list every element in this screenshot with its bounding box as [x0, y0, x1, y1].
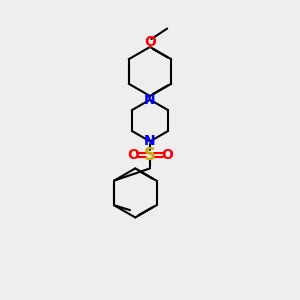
- Text: O: O: [144, 35, 156, 49]
- Text: N: N: [144, 134, 156, 148]
- Text: N: N: [144, 93, 156, 107]
- Text: O: O: [161, 148, 173, 162]
- Text: S: S: [144, 146, 156, 164]
- Text: O: O: [127, 148, 139, 162]
